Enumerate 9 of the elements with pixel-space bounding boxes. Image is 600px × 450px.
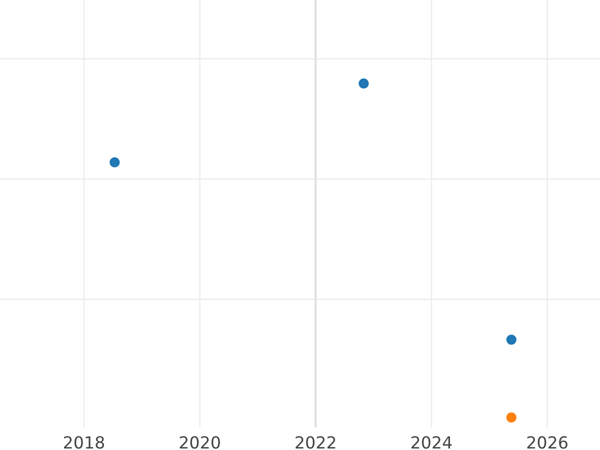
x-tick-label: 2020: [180, 436, 220, 449]
x-tick-label: 2022: [296, 436, 336, 449]
point: [358, 78, 369, 89]
x-tick-label: 2024: [411, 436, 452, 449]
x-tick-label: 2018: [64, 436, 104, 449]
point: [506, 412, 516, 423]
point: [110, 157, 120, 168]
x-tick-label: 2026: [527, 436, 568, 449]
point: [506, 334, 516, 345]
